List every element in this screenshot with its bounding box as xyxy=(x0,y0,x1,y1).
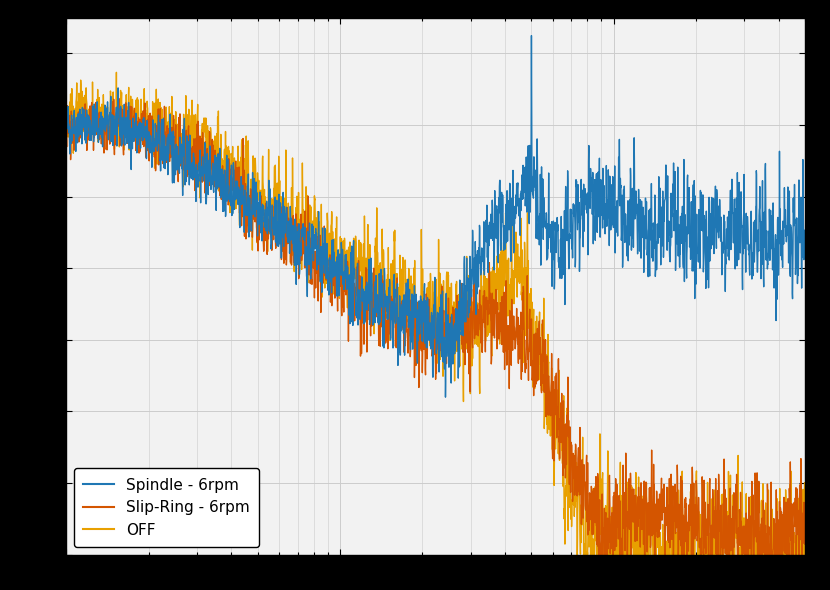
Line: Spindle - 6rpm: Spindle - 6rpm xyxy=(66,35,805,397)
OFF xyxy=(800,545,810,552)
Line: OFF: OFF xyxy=(66,73,805,590)
Slip-Ring - 6rpm xyxy=(377,296,387,303)
Slip-Ring - 6rpm xyxy=(800,540,810,547)
Slip-Ring - 6rpm xyxy=(345,274,355,281)
Spindle - 6rpm xyxy=(800,230,810,237)
Slip-Ring - 6rpm xyxy=(146,131,156,138)
Spindle - 6rpm xyxy=(377,303,387,310)
Slip-Ring - 6rpm xyxy=(706,525,716,532)
OFF xyxy=(61,126,71,133)
OFF xyxy=(111,69,121,76)
Slip-Ring - 6rpm xyxy=(61,136,71,143)
Spindle - 6rpm xyxy=(786,230,796,237)
Spindle - 6rpm xyxy=(189,172,199,179)
OFF xyxy=(377,271,387,278)
Line: Slip-Ring - 6rpm: Slip-Ring - 6rpm xyxy=(66,99,805,590)
Spindle - 6rpm xyxy=(61,117,71,124)
Spindle - 6rpm xyxy=(441,394,451,401)
OFF xyxy=(786,506,796,513)
Slip-Ring - 6rpm xyxy=(190,172,200,179)
OFF xyxy=(706,515,716,522)
Spindle - 6rpm xyxy=(706,198,716,205)
OFF xyxy=(345,238,355,245)
Spindle - 6rpm xyxy=(526,32,536,39)
Spindle - 6rpm xyxy=(145,132,155,139)
OFF xyxy=(146,126,156,133)
Spindle - 6rpm xyxy=(344,304,354,311)
Slip-Ring - 6rpm xyxy=(786,511,796,518)
Legend: Spindle - 6rpm, Slip-Ring - 6rpm, OFF: Spindle - 6rpm, Slip-Ring - 6rpm, OFF xyxy=(74,468,259,547)
Slip-Ring - 6rpm xyxy=(114,95,124,102)
OFF xyxy=(190,140,200,148)
